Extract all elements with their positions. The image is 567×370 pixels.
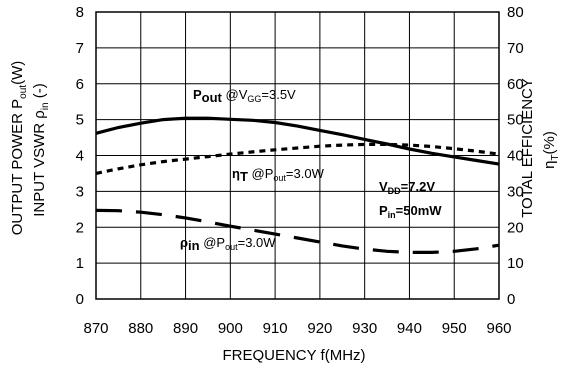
y-left-tick-label: 3 bbox=[76, 183, 84, 200]
series-vswr-line bbox=[95, 208, 500, 254]
y-right-tick-label: 30 bbox=[507, 183, 524, 200]
x-tick-label: 950 bbox=[442, 320, 467, 337]
y-left-tick-label: 6 bbox=[76, 76, 84, 93]
tick-labels: 870 880 890 900 910 920 930 940 950 9600123456780… bbox=[76, 4, 524, 337]
y-left-tick-label: 2 bbox=[76, 219, 84, 236]
y-axis-right-title-line2: ηT(%) bbox=[541, 131, 561, 169]
x-tick-label: 890 bbox=[173, 320, 198, 337]
x-tick-label: 920 bbox=[307, 320, 332, 337]
x-tick-label: 910 bbox=[263, 320, 288, 337]
y-right-tick-label: 60 bbox=[507, 76, 524, 93]
y-right-tick-label: 20 bbox=[507, 219, 524, 236]
series-efficiency-line bbox=[95, 142, 500, 175]
annotation-pout: Pout @VGG=3.5V bbox=[193, 87, 296, 105]
y-axis-left-title-line2: INPUT VSWR ρin (-) bbox=[31, 83, 51, 217]
plot-frame bbox=[95, 11, 500, 300]
annotation-eta: ηT @Pout=3.0W bbox=[232, 166, 325, 184]
annotation-rho: ρin @Pout=3.0W bbox=[180, 235, 276, 253]
annotation-pin: Pin=50mW bbox=[379, 203, 442, 220]
x-tick-label: 880 bbox=[128, 320, 153, 337]
x-tick-label: 960 bbox=[486, 320, 511, 337]
y-right-tick-label: 80 bbox=[507, 4, 524, 21]
y-right-tick-label: 40 bbox=[507, 148, 524, 165]
y-left-tick-label: 4 bbox=[76, 148, 84, 165]
series-layer bbox=[95, 116, 500, 254]
annotation-vdd: VDD=7.2V bbox=[379, 179, 435, 196]
y-left-tick-label: 5 bbox=[76, 112, 84, 129]
y-right-tick-label: 50 bbox=[507, 112, 524, 129]
x-tick-label: 930 bbox=[352, 320, 377, 337]
y-right-tick-label: 0 bbox=[507, 291, 515, 308]
x-tick-label: 940 bbox=[397, 320, 422, 337]
x-axis-title: FREQUENCY f(MHz) bbox=[222, 347, 365, 364]
x-tick-label: 900 bbox=[218, 320, 243, 337]
y-axis-right-title-line1: TOTAL EFFICIENCY bbox=[519, 78, 536, 218]
y-right-tick-label: 10 bbox=[507, 255, 524, 272]
series-pout-line bbox=[95, 116, 500, 166]
y-left-tick-label: 0 bbox=[76, 291, 84, 308]
y-left-tick-label: 7 bbox=[76, 40, 84, 57]
y-right-tick-label: 70 bbox=[507, 40, 524, 57]
y-axis-left-title-line1: OUTPUT POWER Pout(W) bbox=[9, 61, 29, 235]
x-tick-label: 870 bbox=[83, 320, 108, 337]
y-left-tick-label: 1 bbox=[76, 255, 84, 272]
y-left-tick-label: 8 bbox=[76, 4, 84, 21]
